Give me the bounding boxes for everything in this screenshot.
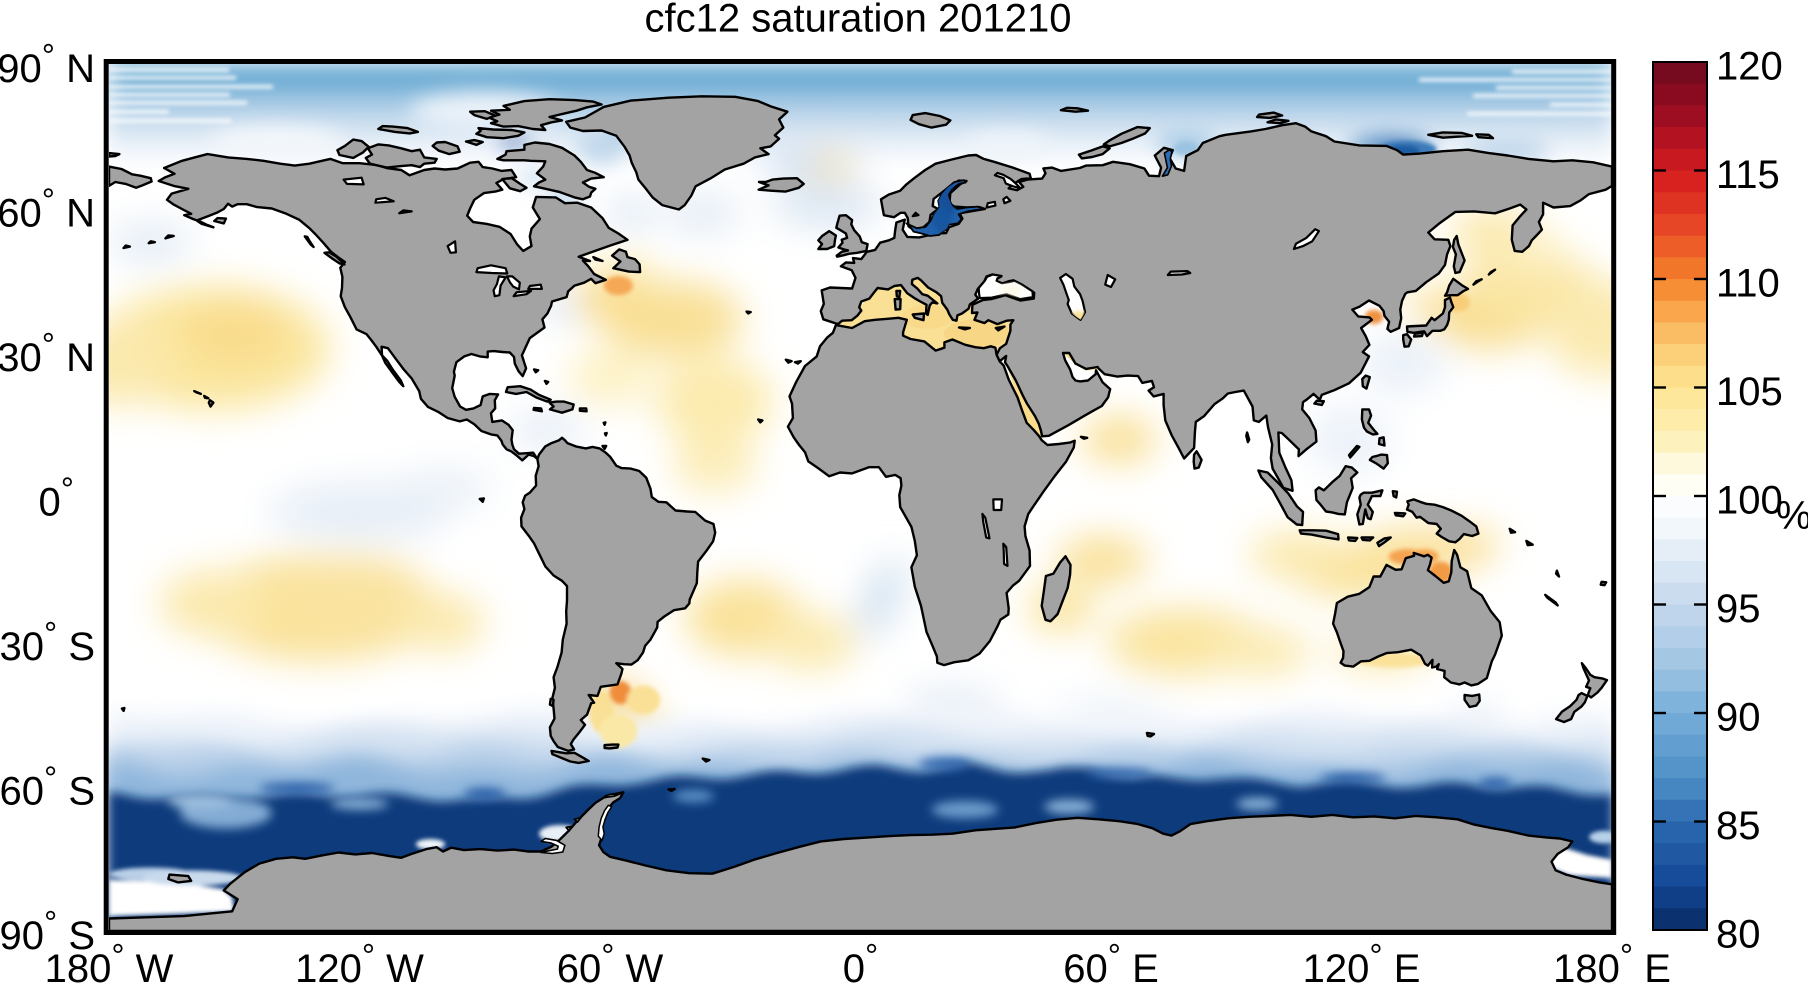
svg-text:80: 80 bbox=[1716, 912, 1761, 956]
svg-text:100: 100 bbox=[1716, 478, 1783, 522]
svg-text:110: 110 bbox=[1716, 261, 1780, 305]
svg-text:115: 115 bbox=[1716, 153, 1780, 197]
svg-text:%: % bbox=[1776, 494, 1808, 538]
svg-text:85: 85 bbox=[1716, 804, 1761, 848]
svg-text:120: 120 bbox=[1716, 44, 1783, 88]
svg-text:90: 90 bbox=[1716, 695, 1761, 739]
svg-text:105: 105 bbox=[1716, 370, 1783, 414]
svg-text:95: 95 bbox=[1716, 587, 1761, 631]
svg-text:30° N: 30° N bbox=[0, 326, 95, 380]
svg-text:cfc12 saturation 201210: cfc12 saturation 201210 bbox=[645, 0, 1072, 41]
